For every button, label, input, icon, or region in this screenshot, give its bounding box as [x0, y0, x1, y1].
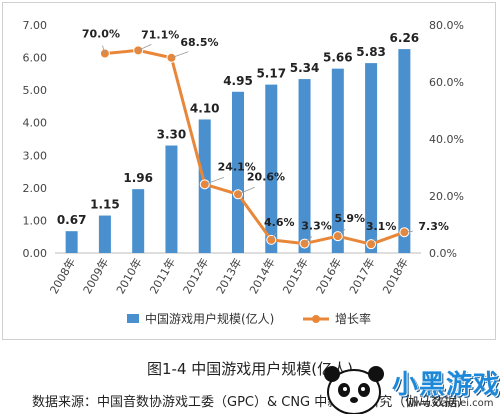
growth-rate-line	[104, 48, 405, 246]
x-tick-label: 2008年	[47, 256, 79, 297]
bar	[265, 84, 278, 253]
right-axis-tick-label: 0.0%	[429, 247, 457, 260]
rate-label-leader	[270, 232, 277, 241]
growth-rate-label: 20.6%	[247, 170, 285, 183]
legend-line-label: 增长率	[335, 311, 371, 326]
bar-value-label: 3.30	[157, 128, 187, 142]
legend-line-marker	[312, 315, 320, 323]
bar-value-label: 4.95	[223, 74, 253, 88]
rate-label-leader	[404, 230, 413, 233]
x-tick-label: 2016年	[313, 256, 345, 297]
growth-rate-label: 24.1%	[218, 160, 256, 173]
x-tick-label: 2011年	[146, 256, 178, 297]
bar-value-label: 4.10	[190, 101, 220, 115]
bar	[365, 63, 378, 254]
x-tick-label: 2018年	[379, 256, 411, 297]
chart-frame: 0.00 1.00 2.00 3.00 4.00 5.00 6.00 7.00 0.0% 20.0…	[2, 2, 496, 340]
left-axis-tick-label: 1.00	[23, 214, 48, 227]
bar-value-label: 0.67	[57, 213, 87, 227]
bar-value-label: 1.96	[123, 171, 153, 185]
watermark-url: www.xiaohei.com	[406, 398, 494, 409]
x-tick-label: 2010年	[113, 256, 145, 297]
bar	[398, 49, 411, 253]
growth-rate-label: 3.3%	[301, 220, 332, 233]
growth-rate-label: 4.6%	[264, 216, 295, 229]
bar-value-label: 6.26	[390, 31, 420, 45]
bar	[65, 231, 78, 253]
bar	[232, 91, 244, 254]
bar-value-label: 5.66	[323, 51, 353, 65]
bar	[98, 215, 111, 253]
x-tick-label: 2014年	[246, 256, 278, 297]
bar	[165, 145, 178, 253]
bar	[298, 79, 311, 253]
rate-label-leader	[337, 228, 346, 237]
bar-value-label: 1.15	[90, 198, 120, 212]
bar-value-label: 5.17	[256, 67, 286, 81]
rate-label-leader	[237, 186, 255, 195]
figure-caption: 图1-4 中国游戏用户规模(亿人)	[147, 360, 353, 378]
x-tick-label: 2009年	[80, 256, 112, 297]
x-tick-label: 2017年	[346, 256, 378, 297]
bar-value-label: 5.34	[290, 61, 320, 75]
bar-value-label: 5.83	[356, 45, 386, 59]
watermark-title: 小黑游戏	[392, 370, 500, 400]
rate-label-leader	[304, 236, 313, 244]
rate-label-leader	[370, 236, 378, 245]
growth-rate-label: 5.9%	[335, 212, 366, 225]
growth-rate-label: 3.1%	[366, 220, 397, 233]
growth-rate-label: 7.3%	[418, 220, 449, 233]
bar	[331, 68, 344, 253]
left-axis-tick-label: 2.00	[23, 182, 48, 195]
rate-label-leader	[171, 51, 189, 59]
x-tick-label: 2015年	[280, 256, 312, 297]
legend-bar-swatch	[127, 314, 139, 323]
right-axis-tick-label: 80.0%	[429, 19, 464, 32]
left-axis-tick-label: 0.00	[23, 247, 48, 260]
left-axis-tick-label: 5.00	[23, 84, 48, 97]
x-tick-label: 2013年	[213, 256, 245, 297]
rate-label-leader	[204, 176, 225, 185]
watermark: 小黑游戏 www.xiaohei.com	[306, 362, 499, 414]
left-axis-tick-label: 3.00	[23, 149, 48, 162]
panda-mascot-icon	[324, 366, 384, 414]
growth-rate-label: 68.5%	[180, 36, 218, 49]
bar	[132, 189, 145, 253]
right-axis-tick-label: 60.0%	[429, 76, 464, 89]
left-axis-tick-label: 7.00	[23, 19, 48, 32]
left-axis-tick-label: 6.00	[23, 52, 48, 65]
rate-label-leader	[102, 45, 106, 54]
growth-rate-label: 71.1%	[141, 28, 179, 41]
legend-bar-label: 中国游戏用户规模(亿人)	[145, 311, 274, 326]
x-tick-label: 2012年	[180, 256, 212, 297]
growth-rate-label: 70.0%	[82, 28, 120, 41]
left-axis-tick-label: 4.00	[23, 117, 48, 130]
right-axis-tick-label: 40.0%	[429, 133, 464, 146]
right-axis-tick-label: 20.0%	[429, 190, 464, 203]
rate-label-leader	[138, 44, 152, 51]
user-scale-chart: 0.00 1.00 2.00 3.00 4.00 5.00 6.00 7.00 0.0% 20.0…	[23, 19, 464, 326]
